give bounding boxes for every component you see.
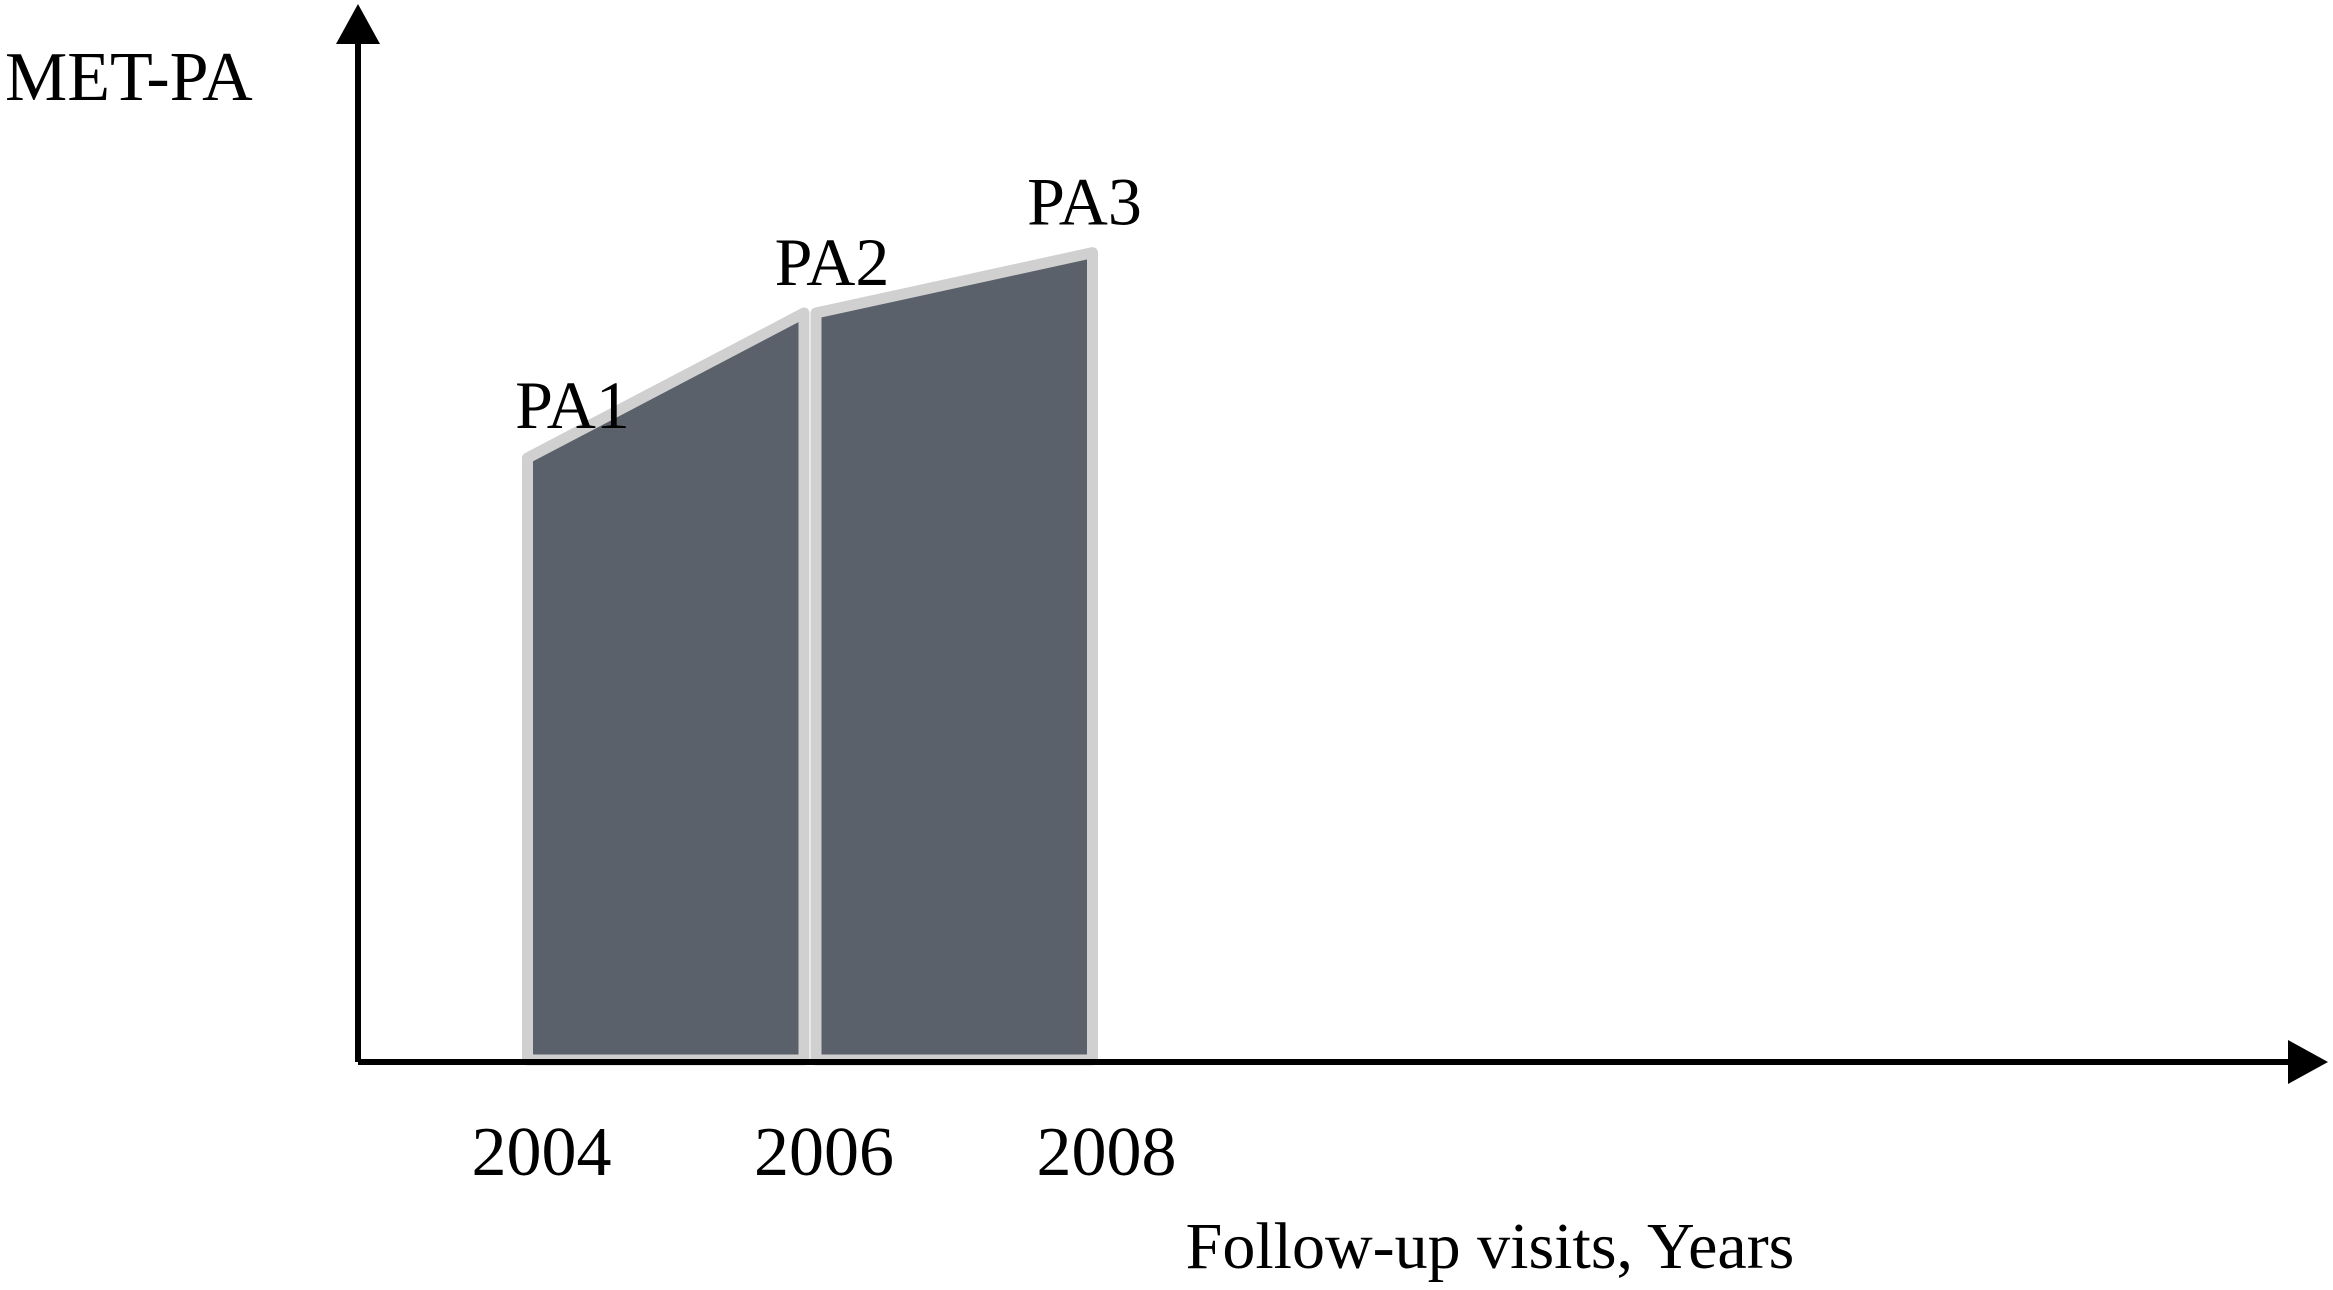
- point-label: PA3: [1027, 164, 1142, 240]
- x-axis-arrowhead: [2288, 1040, 2328, 1084]
- x-tick-labels: 2004 2006 2008: [472, 1114, 1177, 1191]
- x-tick-label: 2004: [472, 1114, 612, 1191]
- x-tick-label: 2008: [1037, 1114, 1177, 1191]
- x-tick-label: 2006: [754, 1114, 894, 1191]
- point-label: PA1: [515, 367, 630, 443]
- chart-labels: MET-PA Follow-up visits, Years: [5, 39, 1794, 1283]
- point-labels: PA1 PA2 PA3: [515, 164, 1142, 443]
- y-axis-label: MET-PA: [5, 39, 253, 116]
- area-segment: [810, 247, 1098, 1066]
- point-label: PA2: [775, 224, 890, 300]
- x-axis-label: Follow-up visits, Years: [1186, 1210, 1795, 1283]
- axes: [336, 4, 2328, 1084]
- y-axis-arrowhead: [336, 4, 380, 44]
